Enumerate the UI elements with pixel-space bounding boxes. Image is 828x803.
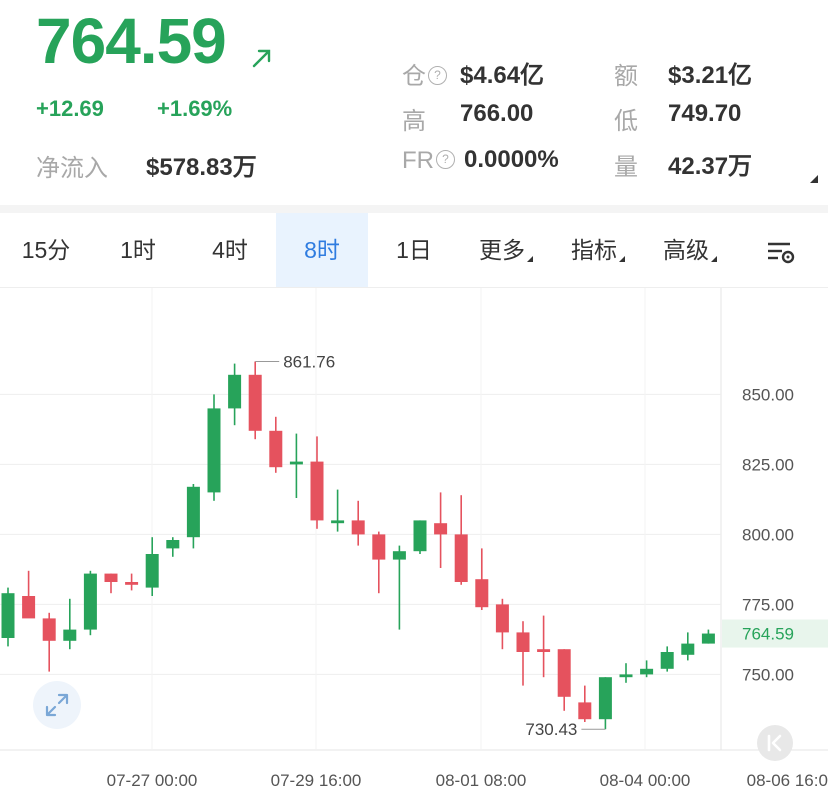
chart-settings-icon[interactable] (766, 237, 796, 267)
candle-body (186, 486, 200, 538)
jump-to-latest-icon (767, 734, 782, 752)
min-price-label: 730.43 (525, 720, 577, 739)
jump-to-latest-button[interactable] (757, 725, 793, 761)
volume-label: 量 (614, 154, 638, 181)
x-tick-label: 08-06 16:00 (747, 771, 828, 790)
candle-body (104, 573, 118, 582)
candle-body (83, 573, 97, 630)
candle-body (681, 643, 695, 655)
candle-body (145, 554, 159, 588)
section-divider (0, 205, 828, 213)
tab-8h[interactable]: 8时 (276, 213, 368, 287)
volume-value: 42.37万 (668, 153, 753, 180)
x-tick-label: 07-27 00:00 (107, 771, 198, 790)
high-value: 766.00 (460, 100, 534, 127)
candle-body (413, 520, 427, 552)
tab-15m[interactable]: 15分 (21, 237, 71, 263)
turnover-label: 额 (614, 63, 638, 90)
y-tick-label: 850.00 (742, 385, 794, 404)
candle-body (1, 593, 15, 638)
candle-body (166, 540, 180, 549)
price-chart[interactable]: 850.00 825.00 800.00 775.00 750.00 07-27 00:0… (0, 288, 828, 798)
expand-stats-corner-icon[interactable] (810, 175, 818, 183)
funding-rate-label: FR? (402, 147, 455, 175)
tab-indicators[interactable]: 指标 (552, 213, 644, 287)
candle-body (42, 618, 56, 641)
candle-body (619, 674, 633, 678)
candle-body (660, 652, 674, 669)
candle-body (310, 461, 324, 521)
candle-body (22, 596, 36, 619)
candle-body (578, 702, 592, 720)
y-tick-label: 775.00 (742, 595, 794, 614)
candle-body (454, 534, 468, 582)
candle-body (701, 633, 715, 644)
last-price-tag (722, 619, 828, 648)
candle-body (640, 668, 654, 675)
open-interest-value: $4.64亿 (460, 62, 545, 89)
candle-body (248, 374, 262, 431)
candle-body (289, 461, 303, 465)
candle-body (495, 604, 509, 633)
turnover-value: $3.21亿 (668, 62, 753, 89)
tab-more[interactable]: 更多 (460, 213, 552, 287)
candle-body (372, 534, 386, 560)
high-label: 高 (402, 108, 426, 135)
y-tick-label: 825.00 (742, 455, 794, 474)
low-label: 低 (614, 108, 638, 135)
candle-body (475, 579, 489, 608)
tab-1h[interactable]: 1时 (120, 237, 156, 263)
candle-body (269, 430, 283, 468)
candle-body (331, 520, 345, 524)
x-tick-label: 08-04 00:00 (600, 771, 691, 790)
candle-body (516, 632, 530, 652)
low-value: 749.70 (668, 100, 742, 127)
candle-body (207, 408, 221, 493)
y-tick-label: 800.00 (742, 525, 794, 544)
expand-button[interactable] (33, 681, 81, 729)
interval-tab-bar: 15分 1时 4时 8时 1日 更多 指标 高级 (0, 213, 828, 288)
dropdown-caret-icon (711, 256, 717, 262)
candle-body (63, 629, 77, 641)
price-change-percent: +1.69% (157, 96, 233, 121)
candlestick-chart: 850.00 825.00 800.00 775.00 750.00 07-27 00:0… (0, 288, 828, 790)
x-tick-label: 08-01 08:00 (436, 771, 527, 790)
expand-icon (45, 693, 69, 717)
candle-body (392, 551, 406, 560)
candle-body (351, 520, 365, 535)
help-icon[interactable]: ? (428, 66, 447, 86)
tab-1d[interactable]: 1日 (396, 237, 432, 263)
trend-up-arrow-icon (252, 49, 271, 68)
price-change: +12.69 (36, 96, 104, 121)
tab-advanced[interactable]: 高级 (644, 213, 736, 287)
net-inflow-value: $578.83万 (146, 154, 257, 181)
candle-body (537, 649, 551, 652)
candle-body (434, 523, 448, 535)
candle-body (228, 374, 242, 409)
open-interest-label: 仓? (402, 56, 447, 91)
x-tick-label: 07-29 16:00 (271, 771, 362, 790)
candle-body (557, 649, 571, 697)
candle-body (125, 582, 139, 585)
y-tick-label: 750.00 (742, 665, 794, 684)
help-icon[interactable]: ? (436, 150, 455, 170)
last-price-tag-label: 764.59 (742, 625, 794, 644)
dropdown-caret-icon (527, 256, 533, 262)
net-inflow-label: 净流入 (36, 155, 108, 182)
ticker-header: 764.59 +12.69 +1.69% 净流入 $578.83万 仓? $4.… (0, 0, 828, 205)
max-price-label: 861.76 (283, 352, 335, 371)
dropdown-caret-icon (619, 256, 625, 262)
funding-rate-value: 0.0000% (464, 146, 559, 173)
candle-body (598, 677, 612, 720)
last-price: 764.59 (36, 5, 227, 77)
tab-4h[interactable]: 4时 (212, 237, 248, 263)
